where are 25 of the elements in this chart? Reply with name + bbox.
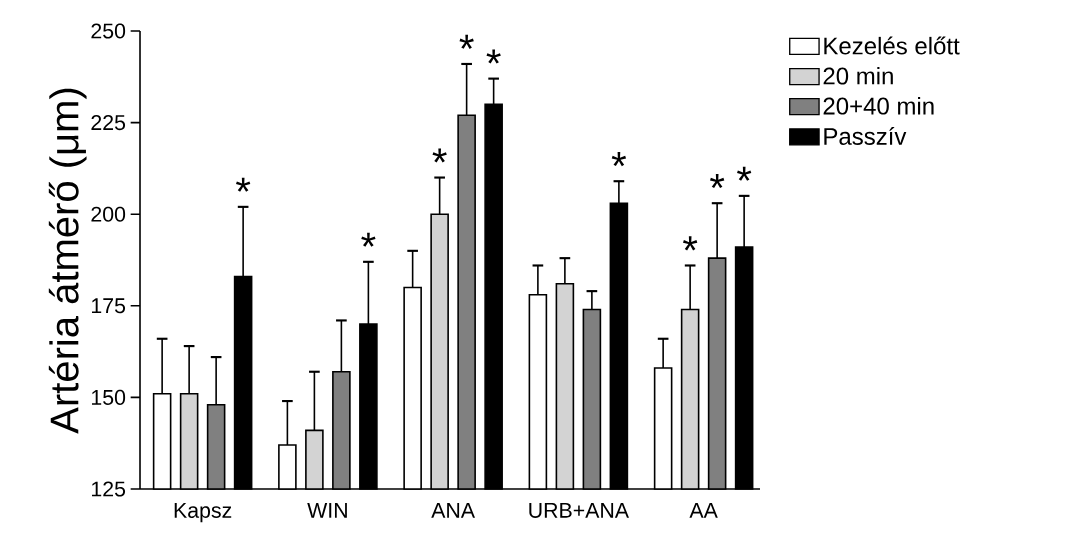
data-label: * [236, 177, 251, 192]
data-label: * [710, 174, 725, 189]
x-tick-label: URB+ANA [529, 503, 629, 518]
y-tick-label: 250 [91, 23, 126, 39]
y-tick-label: 175 [92, 298, 126, 314]
y-tick-label: 225 [91, 115, 126, 131]
y-tick-label: 125 [92, 481, 126, 497]
data-label: * [486, 49, 501, 64]
x-tick-label: Kapsz [174, 503, 232, 523]
x-tick-label: AA [689, 503, 718, 518]
x-tick-label: ANA [431, 503, 476, 518]
legend-label: Passzív [824, 127, 907, 145]
legend-label: Kezelés előtt [824, 36, 960, 55]
legend-label: 20+40 min [823, 96, 934, 115]
y-tick-label: 150 [92, 389, 126, 405]
data-label: * [459, 34, 474, 49]
y-axis-title: Artéria átmérő (μm) [48, 88, 87, 434]
data-label: * [611, 152, 627, 167]
data-label: * [683, 236, 698, 251]
data-label: * [737, 166, 752, 181]
x-tick-label: WIN [307, 503, 347, 518]
legend-label: 20 min [823, 66, 893, 85]
data-label: * [361, 232, 376, 247]
data-label: * [432, 148, 447, 163]
y-tick-label: 200 [91, 206, 126, 222]
